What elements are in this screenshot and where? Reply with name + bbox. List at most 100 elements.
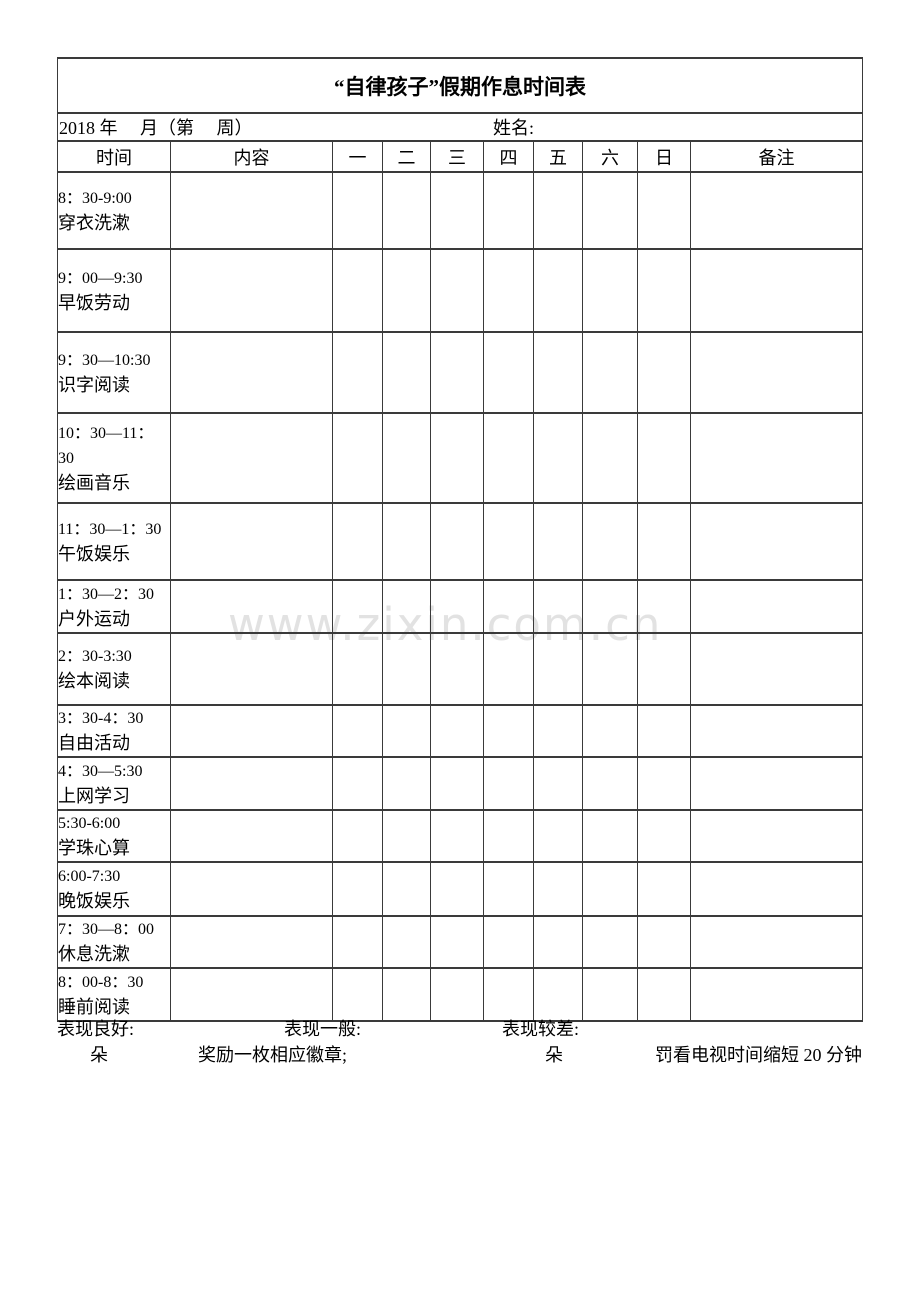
header-row: 时间 内容 一 二 三 四 五 六 日 备注 bbox=[57, 140, 864, 173]
day-cell bbox=[430, 809, 484, 863]
day-cell bbox=[533, 861, 583, 917]
content-cell bbox=[170, 632, 333, 706]
header-day-mon: 一 bbox=[332, 140, 383, 173]
remark-cell bbox=[689, 502, 864, 581]
content-cell bbox=[170, 756, 333, 811]
day-cell bbox=[582, 809, 638, 863]
punishment-rule-text: 罚看电视时间缩短 20 分钟 bbox=[655, 1045, 862, 1065]
day-cell bbox=[533, 502, 583, 581]
day-cell bbox=[582, 915, 638, 969]
header-remark: 备注 bbox=[689, 140, 864, 173]
day-cell bbox=[382, 412, 431, 504]
table-row: 4：30—5:30 上网学习 bbox=[57, 756, 864, 811]
day-cell bbox=[582, 331, 638, 414]
content-cell bbox=[170, 331, 333, 414]
time-activity-cell: 8：30-9:00 穿衣洗漱 bbox=[57, 171, 171, 250]
content-cell bbox=[170, 412, 333, 504]
activity-label: 自由活动 bbox=[58, 733, 130, 753]
time-range-label: 2：30-3:30 bbox=[58, 648, 132, 665]
day-cell bbox=[382, 809, 431, 863]
day-cell bbox=[637, 756, 691, 811]
day-cell bbox=[332, 412, 383, 504]
remark-cell bbox=[689, 579, 864, 634]
table-row: 5:30-6:00 学珠心算 bbox=[57, 809, 864, 863]
day-cell bbox=[637, 861, 691, 917]
remark-cell bbox=[689, 248, 864, 333]
day-cell bbox=[332, 579, 383, 634]
day-cell bbox=[430, 915, 484, 969]
header-day-tue: 二 bbox=[382, 140, 431, 173]
table-row: 6:00-7:30 晚饭娱乐 bbox=[57, 861, 864, 917]
time-range-label: 8：30-9:00 bbox=[58, 189, 132, 207]
day-cell bbox=[637, 915, 691, 969]
time-range-label: 1：30—2：30 bbox=[58, 585, 155, 603]
time-range-label: 8：00-8：30 bbox=[58, 973, 144, 991]
day-cell bbox=[582, 248, 638, 333]
day-cell bbox=[483, 579, 534, 634]
day-cell bbox=[483, 756, 534, 811]
day-cell bbox=[483, 248, 534, 333]
day-cell bbox=[582, 412, 638, 504]
activity-label: 穿衣洗漱 bbox=[58, 212, 130, 233]
remark-cell bbox=[689, 412, 864, 504]
day-cell bbox=[637, 171, 691, 250]
time-activity-cell: 9：00—9:30 早饭劳动 bbox=[57, 248, 171, 333]
day-cell bbox=[483, 809, 534, 863]
day-cell bbox=[637, 967, 691, 1022]
day-cell bbox=[332, 171, 383, 250]
day-cell bbox=[382, 915, 431, 969]
date-week-label: 2018 年 月（第 周） bbox=[59, 118, 253, 138]
day-cell bbox=[382, 632, 431, 706]
time-activity-cell: 4：30—5:30 上网学习 bbox=[57, 756, 171, 811]
day-cell bbox=[637, 502, 691, 581]
day-cell bbox=[533, 248, 583, 333]
header-content: 内容 bbox=[170, 140, 333, 173]
day-cell bbox=[382, 704, 431, 758]
header-day-sat: 六 bbox=[582, 140, 638, 173]
activity-label: 上网学习 bbox=[58, 785, 130, 806]
day-cell bbox=[382, 756, 431, 811]
day-cell bbox=[637, 632, 691, 706]
time-activity-cell: 11：30—1：30 午饭娱乐 bbox=[57, 502, 171, 581]
day-cell bbox=[582, 967, 638, 1022]
header-time: 时间 bbox=[57, 140, 171, 173]
table-row: 2：30-3:30 绘本阅读 bbox=[57, 632, 864, 706]
day-cell bbox=[332, 632, 383, 706]
time-range-label: 3：30-4：30 bbox=[58, 710, 144, 727]
day-cell bbox=[637, 579, 691, 634]
time-range-label: 9：00—9:30 bbox=[58, 269, 143, 287]
time-activity-cell: 2：30-3:30 绘本阅读 bbox=[57, 632, 171, 706]
activity-label: 睡前阅读 bbox=[58, 996, 130, 1017]
day-cell bbox=[430, 967, 484, 1022]
remark-cell bbox=[689, 915, 864, 969]
table-row: 11：30—1：30 午饭娱乐 bbox=[57, 502, 864, 581]
time-activity-cell: 3：30-4：30 自由活动 bbox=[57, 704, 171, 758]
day-cell bbox=[332, 915, 383, 969]
content-cell bbox=[170, 915, 333, 969]
content-cell bbox=[170, 967, 333, 1022]
day-cell bbox=[483, 412, 534, 504]
day-cell bbox=[533, 579, 583, 634]
time-range-label: 5:30-6:00 bbox=[58, 815, 121, 832]
day-cell bbox=[483, 967, 534, 1022]
day-cell bbox=[382, 502, 431, 581]
day-cell bbox=[637, 331, 691, 414]
day-cell bbox=[533, 756, 583, 811]
activity-label: 学珠心算 bbox=[58, 838, 130, 858]
activity-label: 晚饭娱乐 bbox=[58, 891, 130, 911]
time-activity-cell: 10：30—11： 30 绘画音乐 bbox=[57, 412, 171, 504]
time-range-label: 9：30—10:30 bbox=[58, 351, 151, 369]
day-cell bbox=[332, 967, 383, 1022]
remark-cell bbox=[689, 967, 864, 1022]
page-title: “自律孩子”假期作息时间表 bbox=[56, 57, 864, 114]
day-cell bbox=[332, 809, 383, 863]
day-cell bbox=[533, 915, 583, 969]
day-cell bbox=[483, 861, 534, 917]
table-row: 8：30-9:00 穿衣洗漱 bbox=[57, 171, 864, 250]
day-cell bbox=[637, 809, 691, 863]
day-cell bbox=[533, 967, 583, 1022]
day-cell bbox=[483, 171, 534, 250]
day-cell bbox=[382, 248, 431, 333]
performance-average-label: 表现一般: bbox=[284, 1019, 362, 1039]
day-cell bbox=[582, 704, 638, 758]
